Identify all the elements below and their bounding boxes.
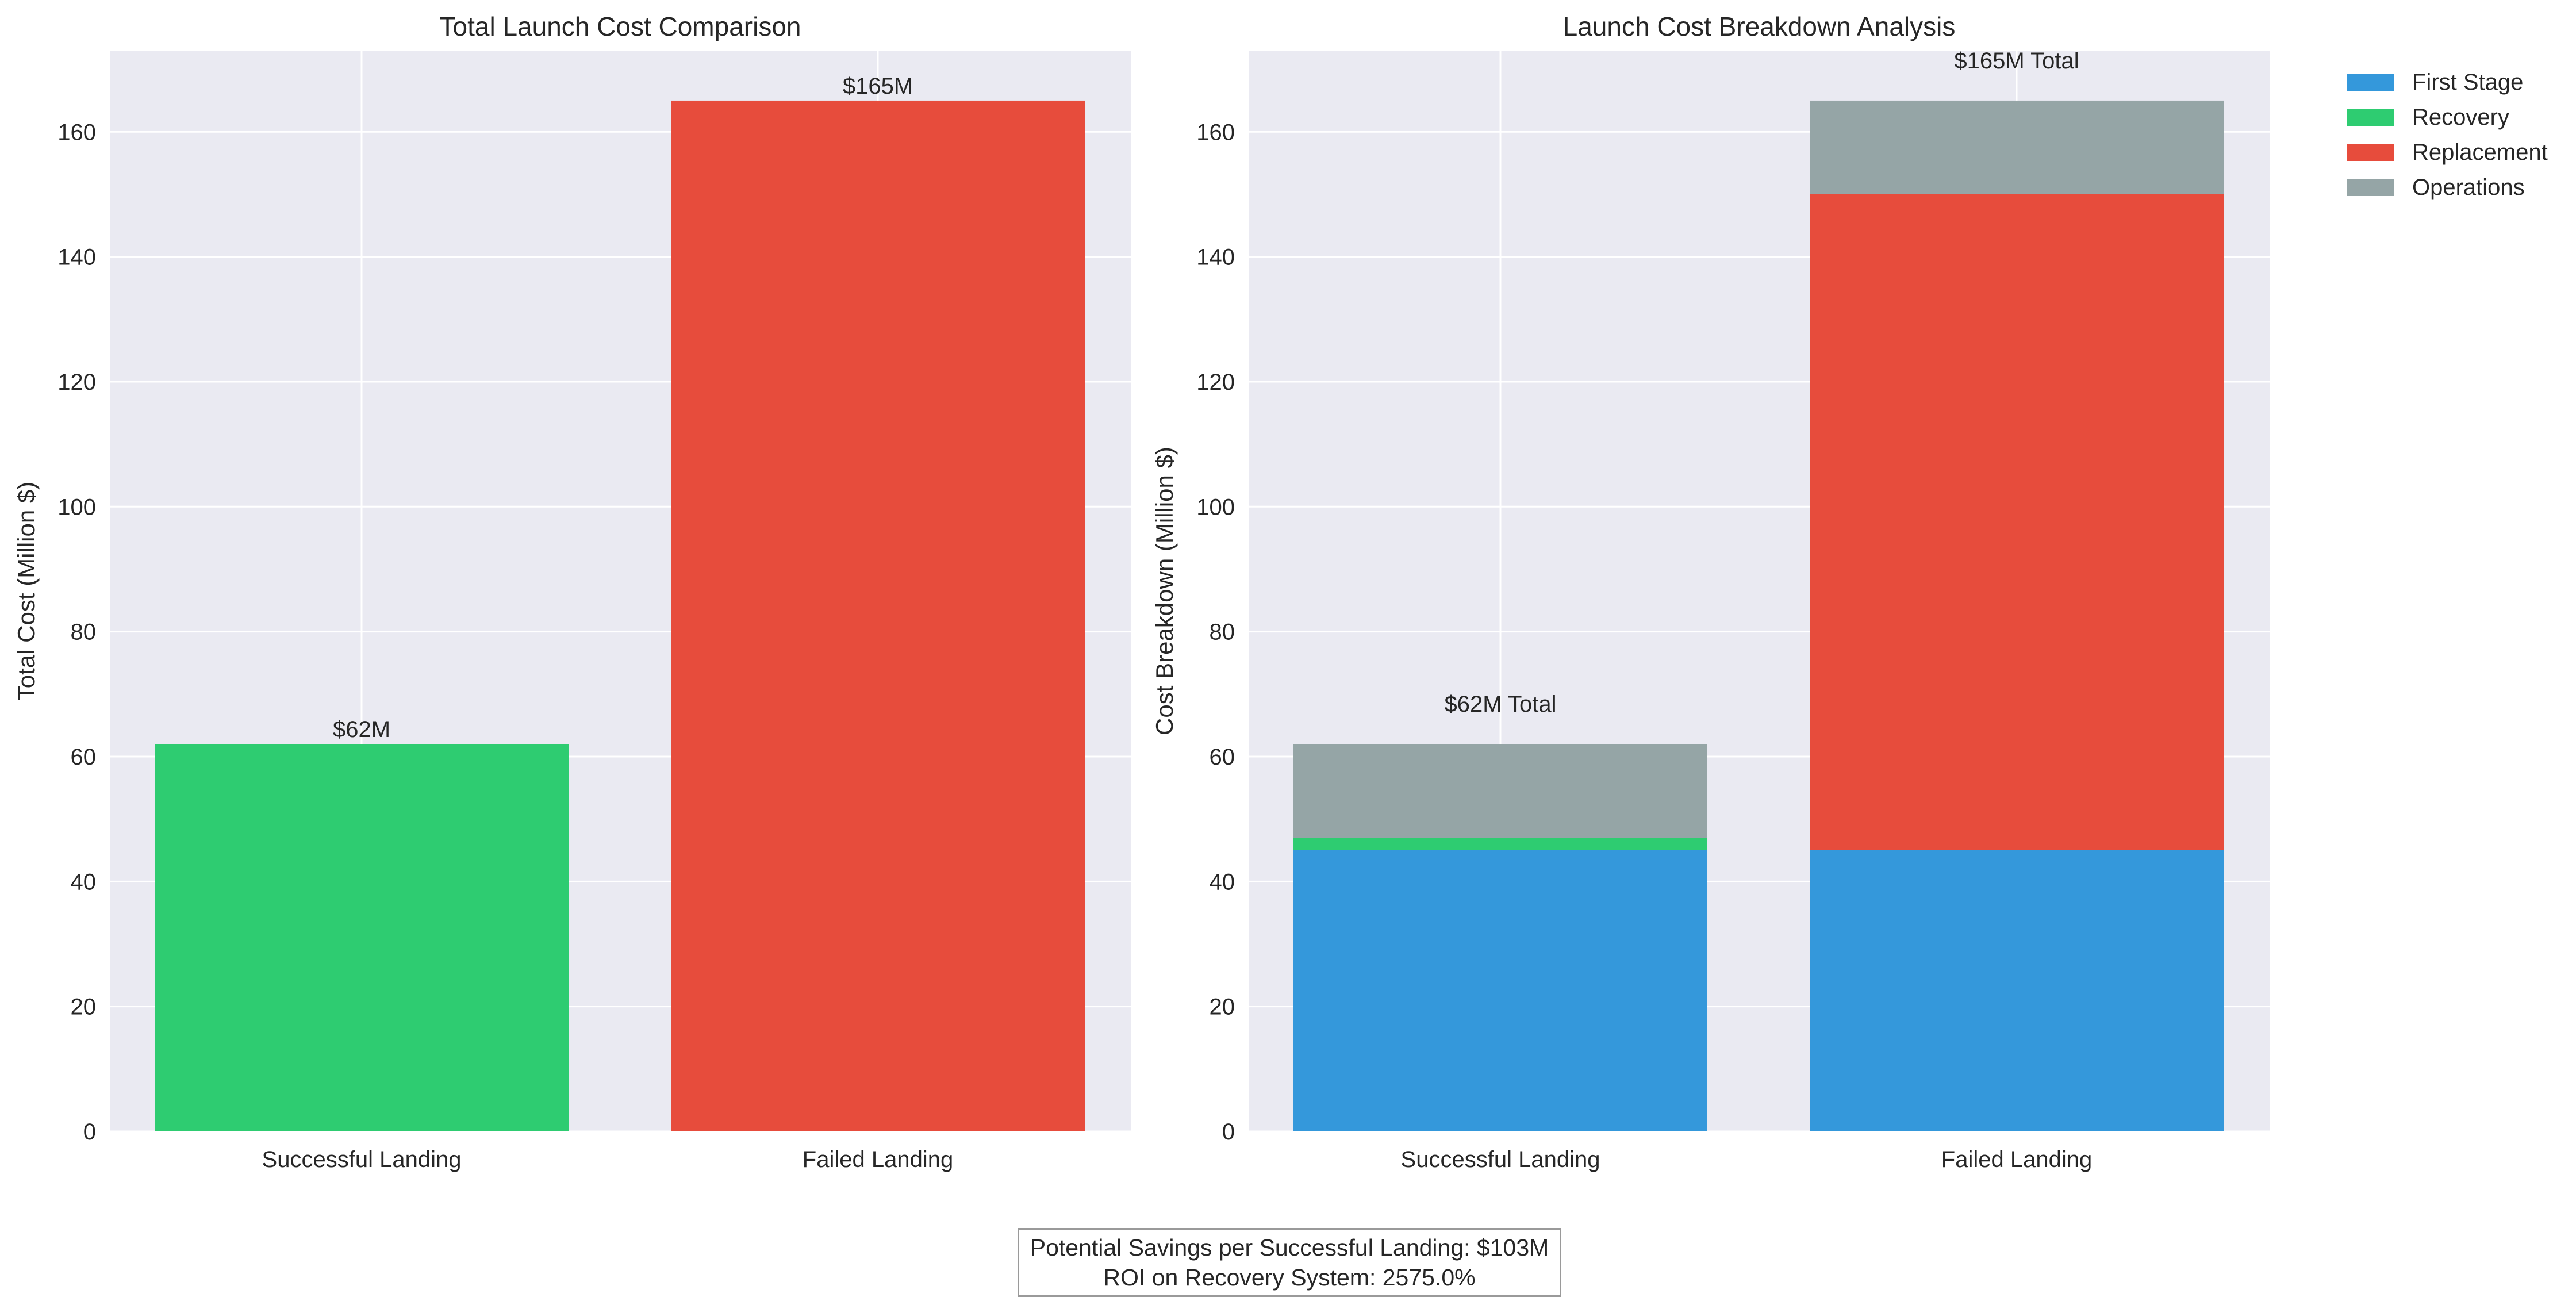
breakdown-total-label: $165M Total	[1954, 48, 2079, 74]
breakdown-bar-segment	[1293, 838, 1707, 850]
breakdown-bar-segment	[1810, 850, 2224, 1131]
breakdown-ytick-label: 120	[1196, 370, 1235, 395]
legend-swatch	[2347, 74, 2394, 91]
legend-label-replacement: Replacement	[2412, 140, 2548, 165]
total-cost-ytick-label: 120	[57, 370, 96, 395]
total-cost-ytick-label: 40	[71, 869, 97, 895]
breakdown-chart-title: Launch Cost Breakdown Analysis	[1563, 11, 1956, 41]
breakdown-ytick-label: 100	[1196, 494, 1235, 520]
savings-text: Potential Savings per Successful Landing…	[1030, 1234, 1549, 1261]
breakdown-total-label: $62M Total	[1445, 692, 1557, 717]
breakdown-y-axis-label: Cost Breakdown (Million $)	[1151, 447, 1178, 735]
breakdown-ytick-label: 80	[1210, 620, 1235, 645]
savings-summary-box: Potential Savings per Successful Landing…	[1018, 1228, 1561, 1297]
breakdown-ytick-label: 40	[1210, 869, 1235, 895]
breakdown-bar-segment	[1293, 744, 1707, 838]
breakdown-ytick-label: 140	[1196, 245, 1235, 270]
total-cost-bar	[155, 744, 569, 1131]
total-cost-ytick-label: 0	[83, 1119, 96, 1145]
roi-text: ROI on Recovery System: 2575.0%	[1103, 1264, 1476, 1291]
total-cost-y-axis-label: Total Cost (Million $)	[13, 482, 40, 700]
breakdown-ytick-label: 0	[1222, 1119, 1235, 1145]
legend-swatch	[2347, 109, 2394, 126]
breakdown-xtick-label: Failed Landing	[1941, 1147, 2092, 1172]
breakdown-bar-segment	[1810, 194, 2224, 850]
total-cost-bar-value-label: $165M	[843, 74, 913, 99]
total-cost-ytick-label: 140	[57, 245, 96, 270]
legend-label-recovery: Recovery	[2412, 105, 2509, 130]
breakdown-ytick-label: 60	[1210, 744, 1235, 770]
total-cost-ytick-label: 60	[71, 744, 97, 770]
breakdown-bar-segment	[1293, 850, 1707, 1131]
breakdown-xtick-label: Successful Landing	[1401, 1147, 1600, 1172]
total-cost-ytick-label: 20	[71, 995, 97, 1020]
legend-swatch	[2347, 144, 2394, 161]
total-cost-xtick-label: Successful Landing	[262, 1147, 462, 1172]
total-cost-ytick-label: 80	[71, 620, 97, 645]
total-cost-ytick-label: 160	[57, 120, 96, 145]
legend-swatch	[2347, 179, 2394, 196]
total-cost-xtick-label: Failed Landing	[803, 1147, 953, 1172]
total-cost-chart-title: Total Launch Cost Comparison	[440, 11, 801, 41]
total-cost-ytick-label: 100	[57, 494, 96, 520]
breakdown-ytick-label: 20	[1210, 995, 1235, 1020]
total-cost-bar-value-label: $62M	[333, 717, 390, 742]
legend-label-operations: Operations	[2412, 175, 2525, 200]
legend-label-first-stage: First Stage	[2412, 70, 2523, 95]
breakdown-ytick-label: 160	[1196, 120, 1235, 145]
breakdown-bar-segment	[1810, 100, 2224, 194]
total-cost-bar	[671, 100, 1085, 1132]
